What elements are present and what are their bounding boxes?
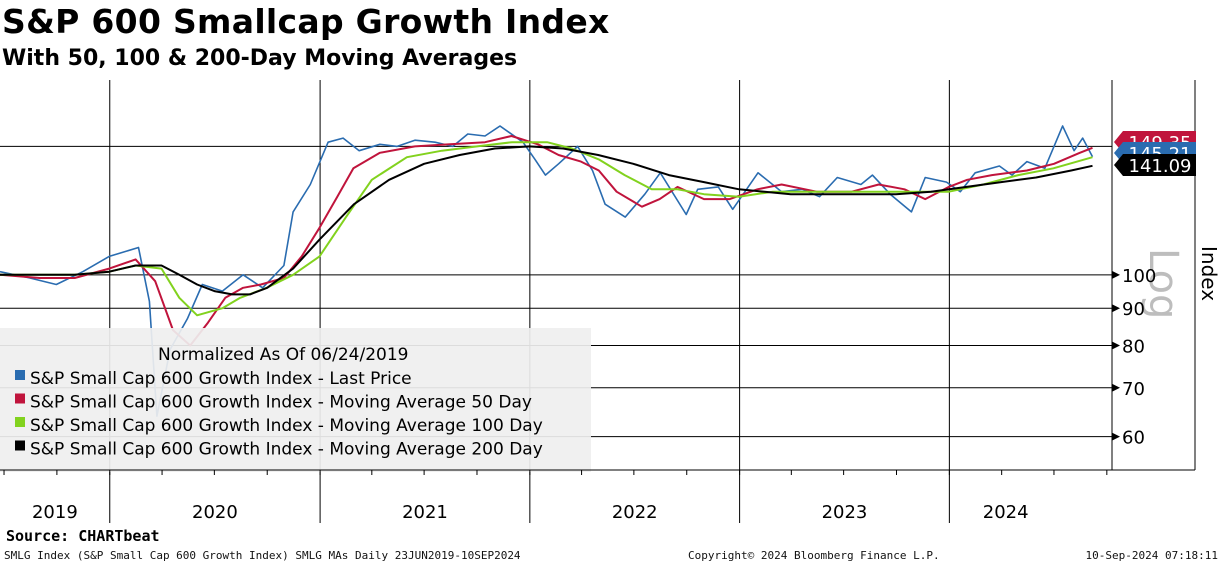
footer-copyright: Copyright© 2024 Bloomberg Finance L.P.	[688, 549, 940, 562]
x-tick-label: 2024	[983, 502, 1029, 523]
footer-timestamp: 10-Sep-2024 07:18:11	[1085, 549, 1218, 562]
legend-entry: S&P Small Cap 600 Growth Index - Moving …	[30, 440, 543, 460]
source-label: Source: CHARTbeat	[6, 527, 160, 545]
legend-swatch	[15, 370, 25, 380]
chart-title: S&P 600 Smallcap Growth Index	[2, 2, 610, 41]
y-tick-arrow	[1112, 432, 1120, 441]
x-tick-label: 2022	[612, 502, 658, 523]
legend-entry: S&P Small Cap 600 Growth Index - Moving …	[30, 416, 543, 436]
legend-swatch	[15, 393, 25, 404]
y-tick-label: 100	[1122, 266, 1156, 287]
y-tick-label: 70	[1122, 379, 1145, 400]
chart-area: Log Normalized As Of 06/24/2019 S&P Small…	[0, 80, 1221, 523]
series-line-0	[0, 125, 1094, 418]
legend: Normalized As Of 06/24/2019 S&P Small Cap…	[0, 328, 591, 472]
legend-swatch	[15, 440, 25, 451]
legend-swatch	[15, 417, 25, 427]
y-tick-arrow	[1112, 383, 1120, 392]
log-watermark: Log	[1140, 248, 1186, 319]
series-line-3	[0, 145, 1093, 296]
axes: 60 70 80 90 100 2019 2020 2021 2022 2023 2024 Index	[0, 80, 1221, 523]
series-line-1	[0, 135, 1093, 347]
y-tick-label: 60	[1122, 428, 1145, 449]
tag-shape	[1114, 154, 1196, 176]
y-tick-label: 80	[1122, 337, 1145, 358]
chart-subtitle: With 50, 100 & 200-Day Moving Averages	[2, 46, 518, 71]
last-value-tags: 149.35145.21141.09	[1114, 131, 1196, 177]
x-tick-label: 2021	[402, 502, 448, 523]
y-tick-arrow	[1112, 341, 1120, 350]
legend-entry: S&P Small Cap 600 Growth Index - Last Pr…	[30, 369, 412, 389]
x-tick-label: 2019	[32, 502, 78, 523]
legend-entry: S&P Small Cap 600 Growth Index - Moving …	[30, 393, 532, 413]
y-tick-arrow	[1112, 270, 1120, 279]
legend-note: Normalized As Of 06/24/2019	[158, 345, 408, 365]
last-value-tag: 141.09	[1114, 154, 1196, 177]
y-tick-label: 90	[1122, 299, 1145, 320]
footer-ticker-info: SMLG Index (S&P Small Cap 600 Growth Ind…	[4, 549, 521, 562]
x-tick-label: 2023	[822, 502, 868, 523]
y-tick-arrow	[1112, 304, 1120, 313]
legend-box	[0, 328, 591, 472]
tag-label: 141.09	[1129, 156, 1192, 177]
x-tick-label: 2020	[192, 502, 238, 523]
series-line-2	[0, 141, 1093, 317]
y-axis-title: Index	[1197, 246, 1221, 301]
